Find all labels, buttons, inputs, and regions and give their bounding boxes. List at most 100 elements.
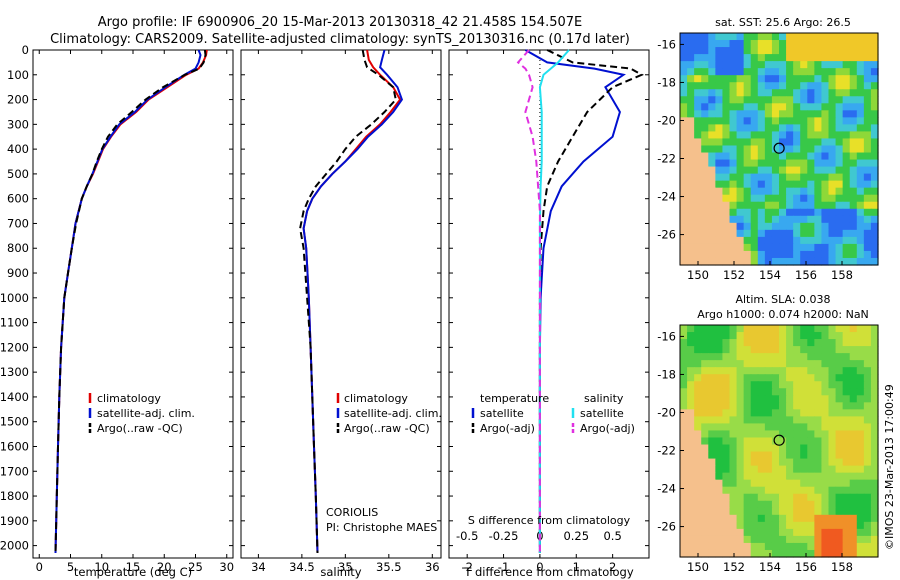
map-cell [821,250,830,259]
map-cell [849,514,858,523]
map-cell [764,243,773,252]
map-cell [750,96,759,104]
map-cell [786,486,794,495]
map-cell [793,103,801,111]
map-cell [835,229,844,238]
map-cell [701,61,709,69]
map-cell [786,180,794,189]
map-cell [842,507,851,516]
map-cell [694,507,702,516]
map-cell [701,131,709,140]
map-cell [835,96,844,104]
map-cell [786,222,794,231]
map-cell [821,367,830,375]
map-cell [764,507,773,516]
map-cell [771,243,780,252]
map-cell [800,159,808,168]
map-cell [842,180,851,189]
y-tick-label: 200 [7,93,29,107]
map-cell [779,402,787,410]
map-cell [793,61,801,69]
map-cell [835,250,844,259]
map-cell [870,145,879,154]
map-cell [736,437,745,446]
map-cell [835,117,844,125]
map-cell [821,451,830,460]
map-cell [764,514,773,523]
map-cell [750,54,759,62]
map-cell [821,514,830,523]
map-cell [750,528,759,537]
map-cell [708,229,716,238]
map-cell [680,549,688,558]
map-cell [800,145,808,154]
map-cell [863,138,872,147]
map-cell [779,152,787,161]
map-cell [800,131,808,140]
map-cell [793,472,801,481]
map-cell [821,409,830,417]
map-cell [807,381,815,389]
map-cell [701,451,709,460]
map-cell [814,395,823,403]
map-cell [736,367,745,375]
map-cell [764,40,773,48]
map-cell [771,222,780,231]
map-cell [807,444,815,453]
map-cell [800,542,808,551]
map-cell [828,103,837,111]
map-cell [807,416,815,425]
map-cell [842,479,851,488]
map-cell [807,215,815,224]
map-cell [722,395,731,403]
map-cell [736,117,745,125]
y-tick-label: 500 [7,167,29,181]
map-cell [708,493,716,502]
map-cell [842,360,851,368]
map-cell [800,47,808,55]
map-cell [687,124,695,133]
map-cell [835,145,844,154]
map-cell [687,145,695,154]
map-cell [828,61,837,69]
map-cell [849,152,858,161]
map-cell [786,409,794,417]
map-cell [800,528,808,537]
map-cell [771,346,780,354]
map-cell [687,374,695,382]
map-cell [835,339,844,347]
map-cell [729,194,738,203]
map-cell [743,117,752,125]
map-cell [694,194,702,203]
map-cell [729,409,738,417]
series-line-salinity-argo-adj- [516,49,541,553]
map-x-tick-label: 150 [687,560,709,574]
map-cell [863,250,872,259]
map-cell [779,486,787,495]
map-cell [715,159,724,168]
map-cell [764,374,773,382]
map-cell [870,257,879,266]
map-cell [729,374,738,382]
map-cell [743,180,752,189]
map-cell [828,82,837,90]
map-cell [842,339,851,347]
map-cell [828,521,837,530]
map-cell [793,486,801,495]
map-cell [842,465,851,474]
map-cell [793,257,801,266]
map-cell [863,458,872,467]
map-cell [849,54,858,62]
map-cell [807,40,815,48]
map-cell [722,40,731,48]
map-cell [842,194,851,203]
map-cell [680,124,688,133]
temperature-legend-climatology: climatology [97,392,161,405]
map-cell [779,159,787,168]
map-cell [856,325,865,333]
map-cell [870,75,879,83]
map-cell [764,353,773,361]
map-cell [764,388,773,396]
map-cell [863,96,872,104]
map-cell [736,402,745,410]
